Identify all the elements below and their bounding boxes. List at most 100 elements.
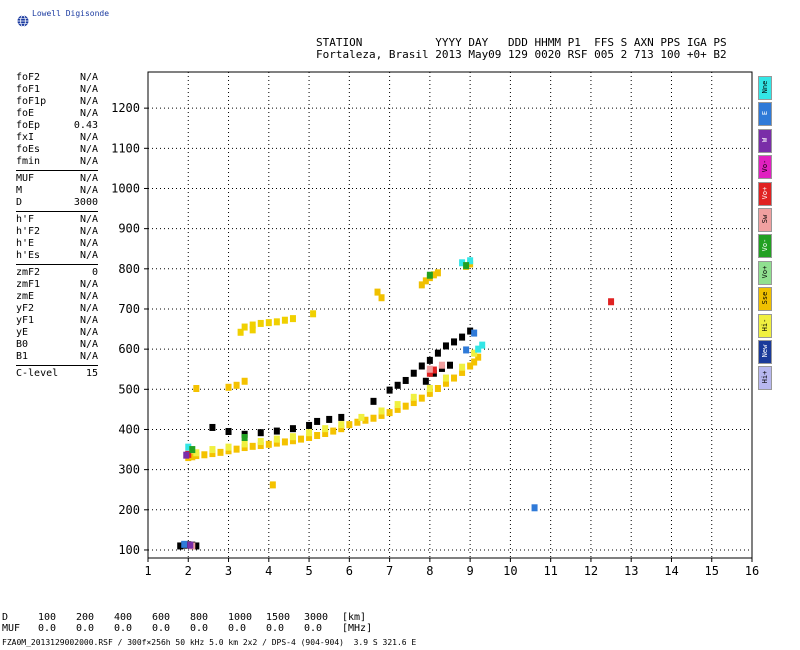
data-point bbox=[459, 368, 466, 376]
parameter-name: fxI bbox=[16, 132, 35, 143]
data-point bbox=[467, 257, 474, 265]
data-point bbox=[386, 409, 393, 417]
data-point bbox=[386, 386, 393, 394]
data-point bbox=[183, 451, 190, 459]
parameter-value: N/A bbox=[79, 250, 98, 261]
legend-item: Nne bbox=[758, 76, 772, 100]
data-point bbox=[289, 437, 296, 445]
data-point bbox=[193, 542, 200, 550]
parameter-value: N/A bbox=[79, 156, 98, 167]
data-point bbox=[459, 363, 466, 371]
x-tick-label: 15 bbox=[705, 564, 719, 578]
data-point bbox=[298, 435, 305, 443]
data-point bbox=[181, 540, 188, 548]
parameter-row: zmE N/A bbox=[16, 291, 98, 303]
data-point bbox=[189, 453, 196, 461]
parameter-name: yF2 bbox=[16, 303, 35, 314]
x-tick-label: 7 bbox=[386, 564, 393, 578]
parameter-row: h'E N/A bbox=[16, 238, 98, 250]
data-point bbox=[378, 411, 385, 419]
data-point bbox=[442, 374, 449, 382]
legend-label: Vo- bbox=[761, 239, 769, 252]
data-point bbox=[358, 413, 365, 421]
data-point bbox=[426, 369, 433, 377]
parameter-panel: foF2 N/A foF1 N/A foF1p N/A foE N/A foEp 0.43 fxI N… bbox=[16, 72, 98, 380]
legend-label: Hi- bbox=[761, 318, 769, 331]
data-point bbox=[354, 418, 361, 426]
data-point bbox=[378, 407, 385, 415]
parameter-row: h'F2 N/A bbox=[16, 226, 98, 238]
data-point bbox=[374, 288, 381, 296]
parameter-value: N/A bbox=[79, 238, 98, 249]
data-point bbox=[193, 385, 200, 393]
data-point bbox=[257, 438, 264, 446]
legend-item: Sse bbox=[758, 287, 772, 312]
data-point bbox=[233, 381, 240, 389]
y-tick-label: 700 bbox=[118, 302, 140, 316]
data-point bbox=[531, 504, 538, 512]
parameter-separator bbox=[16, 211, 98, 212]
legend-item: New bbox=[758, 339, 772, 364]
parameter-row: D 3000 bbox=[16, 197, 98, 209]
y-tick-label: 600 bbox=[118, 342, 140, 356]
data-point bbox=[265, 319, 272, 327]
parameter-value: N/A bbox=[79, 351, 98, 362]
parameter-value: N/A bbox=[79, 132, 98, 143]
parameter-name: zmE bbox=[16, 291, 35, 302]
parameter-row: yF2 N/A bbox=[16, 303, 98, 315]
legend-label: E bbox=[761, 111, 769, 116]
distance-value: 3000 bbox=[304, 612, 329, 623]
y-tick-label: 500 bbox=[118, 382, 140, 396]
parameter-value: N/A bbox=[79, 339, 98, 350]
parameter-name: h'Es bbox=[16, 250, 41, 261]
parameter-name: yE bbox=[16, 327, 29, 338]
polarization-legend: Nne E W Vo- Vo+ Sw Vo- Vo+ Sse Hi- New Hi+ bbox=[758, 76, 772, 393]
station-header-values: Fortaleza, Brasil 2013 May09 129 0020 RS… bbox=[316, 48, 727, 61]
data-point bbox=[438, 361, 445, 369]
legend-item: E bbox=[758, 102, 772, 127]
data-point bbox=[338, 421, 345, 429]
brand-name: Lowell Digisonde bbox=[32, 9, 110, 18]
data-point bbox=[430, 366, 437, 374]
parameter-name: foF1 bbox=[16, 84, 41, 95]
parameter-value: N/A bbox=[79, 279, 98, 290]
data-point bbox=[434, 349, 441, 357]
data-point bbox=[209, 450, 216, 458]
plot-frame bbox=[147, 71, 753, 559]
data-point bbox=[378, 294, 385, 302]
data-point bbox=[306, 421, 313, 429]
muf-values: 0.0 0.0 0.0 0.0 0.0 0.0 0.0 0.0 bbox=[38, 623, 342, 634]
legend-label: Vo+ bbox=[761, 186, 769, 199]
muf-value: 0.0 bbox=[76, 623, 95, 634]
data-point bbox=[289, 315, 296, 323]
data-point bbox=[422, 377, 429, 385]
data-point bbox=[322, 429, 329, 437]
data-point bbox=[265, 440, 272, 448]
parameter-row: foEp 0.43 bbox=[16, 120, 98, 132]
legend-item: Vo- bbox=[758, 155, 772, 180]
legend-item: Hi+ bbox=[758, 366, 772, 391]
data-point bbox=[442, 379, 449, 387]
distance-value: 600 bbox=[152, 612, 171, 623]
parameter-separator bbox=[16, 365, 98, 366]
y-tick-label: 300 bbox=[118, 463, 140, 477]
parameter-row: h'F N/A bbox=[16, 214, 98, 226]
legend-label: Nne bbox=[761, 80, 769, 94]
parameter-name: foF2 bbox=[16, 72, 41, 83]
data-point bbox=[209, 446, 216, 454]
data-point bbox=[281, 316, 288, 324]
legend-item: Hi- bbox=[758, 313, 772, 338]
parameter-name: zmF1 bbox=[16, 279, 41, 290]
data-point bbox=[475, 345, 482, 353]
data-point bbox=[471, 358, 478, 366]
station-header-labels: STATION YYYY DAY DDD HHMM P1 FFS S AXN P… bbox=[316, 36, 727, 49]
data-point bbox=[471, 349, 478, 357]
parameter-row: h'Es N/A bbox=[16, 250, 98, 262]
legend-item: W bbox=[758, 128, 772, 153]
data-point bbox=[410, 393, 417, 401]
parameter-name: yF1 bbox=[16, 315, 35, 326]
parameter-name: M bbox=[16, 185, 23, 196]
parameter-name: foF1p bbox=[16, 96, 47, 107]
data-point bbox=[346, 421, 353, 429]
data-point bbox=[394, 405, 401, 413]
